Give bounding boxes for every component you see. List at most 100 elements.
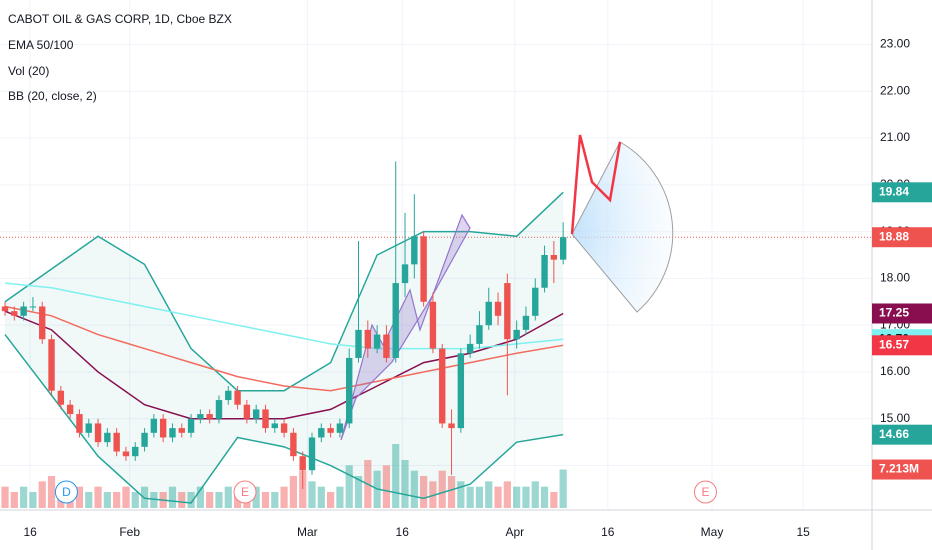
candle-body [197, 414, 204, 419]
x-tick-label: Feb [119, 525, 140, 539]
volume-bar [113, 492, 121, 508]
y-tick-label: 16.00 [880, 364, 910, 378]
candle-body [364, 329, 372, 349]
candle-body [85, 423, 92, 433]
event-label: D [62, 485, 71, 499]
indicator-line [4, 191, 564, 392]
price-label: 17.25 [879, 306, 909, 320]
volume-bar [401, 460, 409, 508]
price-label-bg [872, 227, 932, 248]
volume-bar [429, 481, 437, 508]
projection-drawing [570, 134, 622, 235]
volume [1, 444, 567, 508]
candle-body [262, 409, 269, 429]
y-tick-label: 15.00 [880, 411, 910, 425]
candle-body [373, 334, 381, 349]
volume-bar [447, 476, 456, 508]
candle-body [66, 404, 74, 415]
volume-bar [85, 492, 93, 508]
volume-bar [289, 476, 297, 508]
candle-body [411, 236, 418, 265]
candle-body [346, 357, 353, 424]
volume-bar [94, 486, 102, 508]
candle-body [494, 301, 502, 316]
candle-body [57, 390, 65, 405]
volume-bar [131, 492, 139, 508]
candle-body [104, 432, 111, 443]
candle-body [541, 255, 548, 288]
volume-bar [20, 486, 28, 508]
volume-bar [271, 492, 279, 508]
volume-bar [178, 492, 186, 508]
volume-bar [485, 481, 493, 508]
candle-body [159, 418, 167, 438]
volume-bar [327, 492, 335, 508]
candle-body [206, 414, 213, 419]
y-tick-label: 22.00 [880, 83, 910, 97]
event-label: E [701, 485, 709, 499]
volume-bar [513, 486, 521, 508]
candle-body [243, 404, 251, 419]
volume-bar [410, 470, 418, 508]
volume-bar [382, 465, 391, 508]
volume-bar [224, 486, 232, 508]
volume-bar [420, 476, 428, 508]
candle-body [132, 446, 139, 457]
candle-body [94, 423, 102, 443]
candle-body [169, 428, 176, 438]
volume-bar [261, 492, 270, 508]
y-tick-label: 18.00 [880, 271, 910, 285]
price-label-bg [872, 303, 932, 324]
candle-body [550, 255, 558, 260]
event-marker [693, 480, 717, 504]
candle-body [457, 353, 465, 429]
volume-bar [354, 476, 363, 508]
volume-bar [475, 486, 484, 508]
candles [1, 161, 567, 489]
candle-body [429, 301, 437, 349]
indicator-line [4, 305, 564, 392]
volume-bar [540, 486, 549, 508]
volume-bar [438, 470, 446, 508]
candle-body [187, 418, 195, 433]
candle-body [485, 301, 492, 326]
volume-bar [308, 481, 316, 508]
candle-body [122, 451, 130, 457]
symbol-title: CABOT OIL & GAS CORP, 1D, Cboe BZX [8, 12, 232, 26]
volume-bar [47, 476, 56, 508]
x-tick-label: 16 [396, 525, 410, 539]
volume-bar [550, 492, 558, 508]
legend-volume: Vol (20) [8, 64, 49, 78]
volume-bar [466, 486, 474, 508]
volume-bar [559, 469, 567, 508]
candle-body [280, 423, 288, 433]
volume-bar [252, 486, 260, 508]
candle-body [448, 423, 455, 429]
volume-bar [531, 481, 539, 508]
volume-bar [457, 481, 465, 508]
volume-bar [38, 481, 46, 508]
candle-body [522, 315, 530, 330]
price-label-bg [872, 424, 932, 445]
candle-body [559, 237, 567, 260]
candle-body [318, 428, 325, 438]
x-tick-label: Apr [505, 525, 524, 539]
price-label: 18.88 [879, 229, 909, 243]
price-label: 16.57 [879, 337, 909, 351]
x-tick-label: 16 [23, 525, 37, 539]
volume-bar [494, 486, 502, 508]
candle-body [141, 432, 148, 447]
volume-bar [196, 486, 204, 508]
y-tick-label: 23.00 [880, 37, 910, 51]
axes: 14.0015.0016.0017.0018.0019.0020.0021.00… [23, 37, 932, 539]
candle-body [252, 409, 260, 419]
volume-bar [345, 465, 353, 508]
candle-body [439, 348, 446, 424]
candle-body [532, 287, 539, 316]
volume-bar [317, 486, 325, 508]
volume-bar [29, 492, 37, 508]
volume-bar [522, 486, 530, 508]
candle-body [299, 456, 306, 471]
price-label-bg [872, 182, 932, 203]
